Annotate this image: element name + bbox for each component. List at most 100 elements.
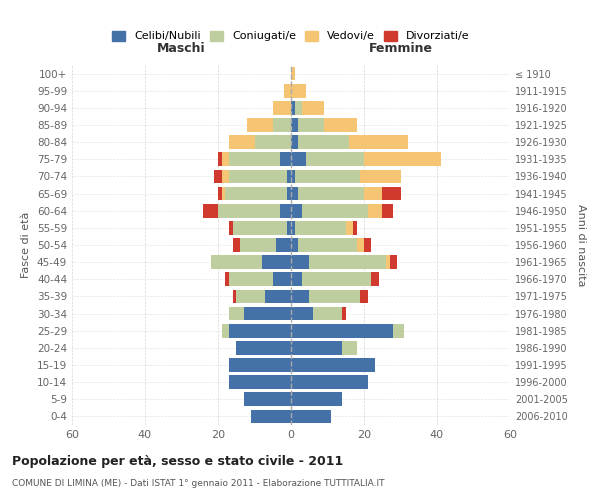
Bar xyxy=(229,306,244,320)
Bar xyxy=(291,238,298,252)
Text: Maschi: Maschi xyxy=(157,42,206,54)
Bar xyxy=(284,84,291,98)
Bar xyxy=(302,204,368,218)
Bar xyxy=(305,152,364,166)
Bar xyxy=(233,238,240,252)
Bar xyxy=(236,290,265,304)
Text: Popolazione per età, sesso e stato civile - 2011: Popolazione per età, sesso e stato civil… xyxy=(12,455,343,468)
Bar xyxy=(233,290,236,304)
Bar xyxy=(287,221,291,234)
Bar xyxy=(295,101,302,114)
Bar xyxy=(324,118,357,132)
Bar xyxy=(298,136,349,149)
Bar xyxy=(368,204,382,218)
Bar xyxy=(273,118,291,132)
Bar xyxy=(287,170,291,183)
Bar xyxy=(393,324,404,338)
Bar xyxy=(291,186,298,200)
Bar xyxy=(356,238,364,252)
Bar xyxy=(251,410,291,424)
Bar xyxy=(309,256,386,269)
Bar xyxy=(291,290,309,304)
Bar xyxy=(302,101,324,114)
Bar xyxy=(291,101,295,114)
Bar xyxy=(361,170,401,183)
Bar xyxy=(291,170,295,183)
Bar xyxy=(277,238,291,252)
Text: Femmine: Femmine xyxy=(368,42,433,54)
Bar xyxy=(236,341,291,354)
Bar xyxy=(291,392,342,406)
Bar xyxy=(291,136,298,149)
Legend: Celibi/Nubili, Coniugati/e, Vedovi/e, Divorziati/e: Celibi/Nubili, Coniugati/e, Vedovi/e, Di… xyxy=(109,28,473,45)
Bar xyxy=(211,256,262,269)
Bar xyxy=(291,324,393,338)
Bar xyxy=(221,324,229,338)
Bar xyxy=(291,256,309,269)
Bar xyxy=(218,204,280,218)
Bar xyxy=(291,152,305,166)
Bar xyxy=(240,238,277,252)
Bar xyxy=(229,324,291,338)
Bar xyxy=(382,204,393,218)
Bar xyxy=(229,170,287,183)
Bar xyxy=(226,272,229,286)
Bar xyxy=(244,306,291,320)
Bar xyxy=(291,358,375,372)
Bar xyxy=(229,376,291,389)
Bar xyxy=(364,152,440,166)
Bar xyxy=(229,221,233,234)
Y-axis label: Anni di nascita: Anni di nascita xyxy=(576,204,586,286)
Bar xyxy=(298,118,324,132)
Bar xyxy=(291,66,295,80)
Bar xyxy=(218,152,221,166)
Bar xyxy=(342,306,346,320)
Bar xyxy=(218,186,221,200)
Bar xyxy=(265,290,291,304)
Bar xyxy=(291,221,295,234)
Bar xyxy=(382,186,401,200)
Bar xyxy=(389,256,397,269)
Bar xyxy=(371,272,379,286)
Bar xyxy=(221,186,226,200)
Bar xyxy=(229,358,291,372)
Bar xyxy=(273,272,291,286)
Bar xyxy=(221,152,229,166)
Bar xyxy=(346,221,353,234)
Bar xyxy=(203,204,218,218)
Text: COMUNE DI LIMINA (ME) - Dati ISTAT 1° gennaio 2011 - Elaborazione TUTTITALIA.IT: COMUNE DI LIMINA (ME) - Dati ISTAT 1° ge… xyxy=(12,479,385,488)
Bar xyxy=(287,186,291,200)
Bar xyxy=(361,290,368,304)
Bar xyxy=(364,186,382,200)
Bar xyxy=(295,221,346,234)
Bar xyxy=(313,306,342,320)
Bar xyxy=(247,118,273,132)
Bar xyxy=(291,118,298,132)
Bar xyxy=(214,170,221,183)
Bar xyxy=(291,376,368,389)
Bar xyxy=(229,136,254,149)
Bar xyxy=(280,152,291,166)
Bar xyxy=(262,256,291,269)
Bar xyxy=(221,170,229,183)
Bar xyxy=(386,256,389,269)
Bar xyxy=(342,341,357,354)
Bar xyxy=(298,238,356,252)
Bar xyxy=(349,136,408,149)
Bar xyxy=(291,204,302,218)
Bar xyxy=(229,152,280,166)
Bar xyxy=(229,272,273,286)
Bar xyxy=(291,410,331,424)
Bar xyxy=(291,306,313,320)
Bar xyxy=(233,221,287,234)
Y-axis label: Fasce di età: Fasce di età xyxy=(22,212,31,278)
Bar xyxy=(273,101,291,114)
Bar xyxy=(302,272,371,286)
Bar xyxy=(254,136,291,149)
Bar xyxy=(295,170,361,183)
Bar xyxy=(291,84,305,98)
Bar xyxy=(280,204,291,218)
Bar xyxy=(291,341,342,354)
Bar xyxy=(309,290,361,304)
Bar xyxy=(353,221,356,234)
